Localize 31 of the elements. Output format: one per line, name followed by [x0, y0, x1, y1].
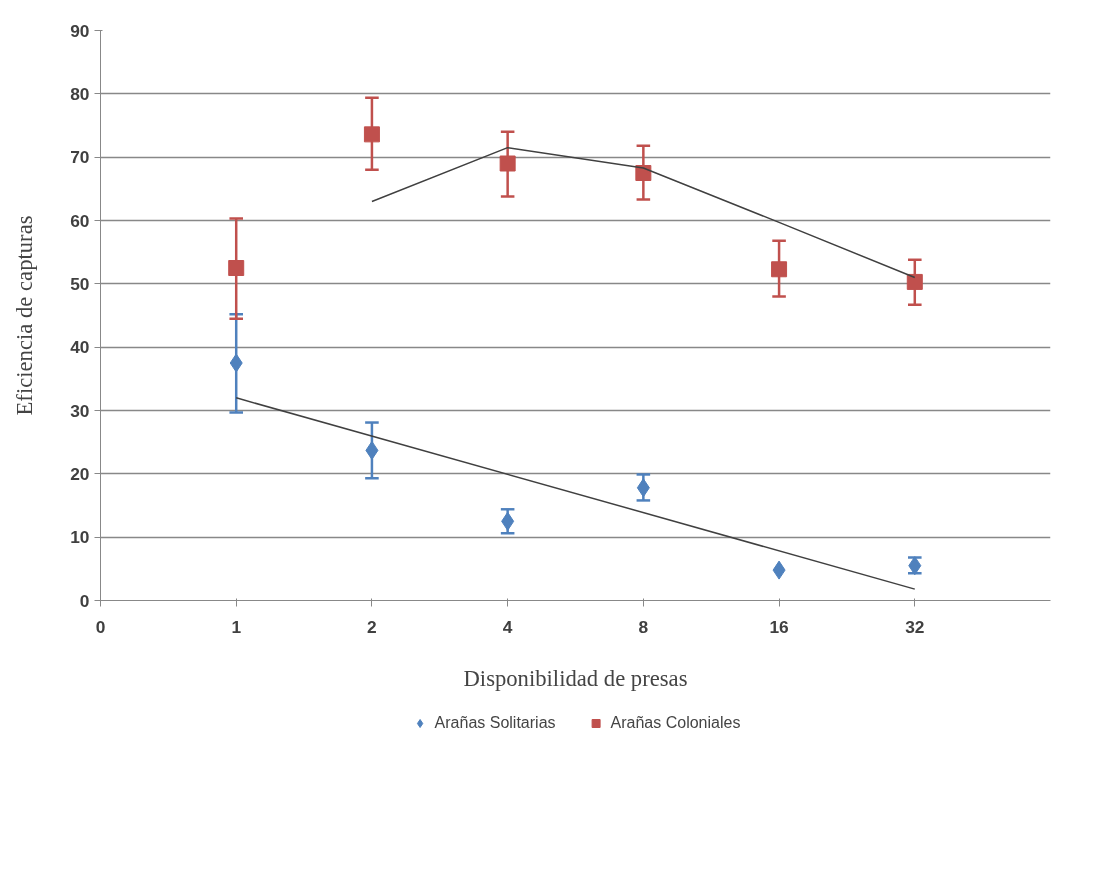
point: [501, 511, 515, 531]
y-tick-label: 20: [70, 463, 90, 484]
y-tick-label: 80: [70, 83, 90, 104]
x-tick-label: 2: [367, 616, 377, 637]
x-tick-label: 4: [502, 616, 513, 637]
legend-label: Arañas Coloniales: [610, 714, 741, 732]
y-tick-label: 30: [70, 400, 90, 421]
point: [228, 260, 245, 276]
point: [906, 273, 923, 290]
y-tick-label: 70: [70, 147, 90, 168]
x-tick-label: 32: [905, 616, 925, 637]
y-tick-label: 50: [70, 273, 90, 294]
x-tick-label: 0: [95, 616, 106, 637]
point: [365, 440, 379, 460]
point: [499, 155, 516, 172]
y-tick-label: 10: [70, 527, 90, 548]
y-axis-title: Eficiencia de capturas: [12, 215, 38, 416]
x-axis-title: Disponibilidad de presas: [463, 665, 688, 691]
y-tick-label: 60: [70, 210, 90, 231]
y-tick-label: 0: [79, 590, 90, 611]
y-tick-label: 40: [70, 337, 90, 358]
point: [636, 478, 650, 498]
point: [771, 261, 788, 278]
x-tick-label: 1: [231, 616, 242, 637]
y-tick-label: 90: [70, 20, 90, 41]
point: [772, 560, 786, 580]
x-tick-label: 16: [769, 616, 790, 637]
point: [229, 353, 243, 373]
point: [363, 126, 380, 143]
x-tick-label: 8: [638, 616, 649, 637]
legend-label: Arañas Solitarias: [434, 714, 556, 732]
